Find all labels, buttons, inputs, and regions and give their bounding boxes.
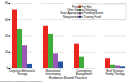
- svg-text:20: 20: [5, 50, 9, 54]
- html-text:Interviewing: Interviewing: [45, 71, 61, 76]
- svg-text:* Estimates above training rat: * Estimates above training rates were no…: [0, 80, 43, 82]
- svg-text:Brief StrategicFamily Therapy: Brief StrategicFamily Therapy: [105, 69, 125, 76]
- html-text:Motivational: Motivational: [45, 69, 61, 73]
- svg-text:State Appropriated Funding/Gra: State Appropriated Funding/Grants: [60, 11, 104, 16]
- svg-text:0: 0: [6, 66, 8, 71]
- svg-text:Evidence-Based Practice: Evidence-Based Practice: [49, 76, 87, 80]
- svg-text:Other General Voluntary: Other General Voluntary: [66, 8, 97, 12]
- svg-text:60: 60: [5, 18, 9, 22]
- svg-text:Cognitive-BehavioralTherapy: Cognitive-BehavioralTherapy: [9, 69, 35, 76]
- svg-text:Private For Hire: Private For Hire: [72, 4, 92, 9]
- html-text:Contingency: Contingency: [76, 69, 92, 73]
- svg-text:80: 80: [5, 1, 9, 5]
- svg-text:Nongovernment Training Fund: Nongovernment Training Fund: [63, 15, 101, 19]
- svg-text:40: 40: [5, 34, 9, 38]
- html-text:Management: Management: [75, 71, 93, 76]
